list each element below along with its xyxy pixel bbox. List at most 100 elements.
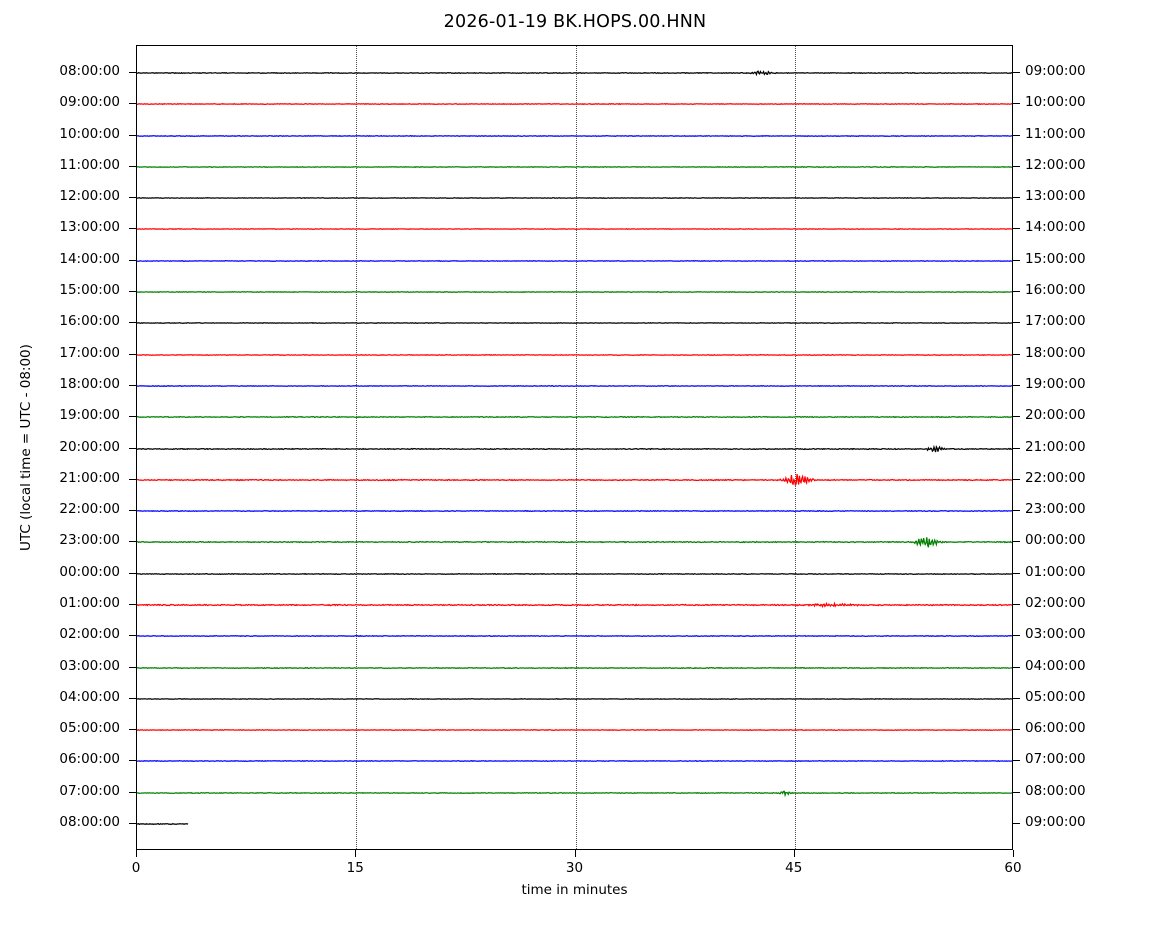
y-tick-label-left: 21:00:00	[59, 469, 120, 486]
seismic-trace	[137, 229, 1012, 230]
y-tick-right	[1013, 103, 1020, 105]
y-tick-left	[129, 103, 136, 105]
y-tick-right	[1013, 510, 1020, 512]
trace-row	[137, 404, 1012, 430]
y-tick-left	[129, 384, 136, 386]
y-tick-label-left: 16:00:00	[59, 313, 120, 330]
y-tick-right	[1013, 478, 1020, 480]
trace-row	[137, 248, 1012, 274]
y-tick-label-right: 09:00:00	[1025, 63, 1086, 79]
y-tick-label-right: 11:00:00	[1025, 125, 1086, 142]
y-tick-right	[1013, 72, 1020, 73]
seismic-trace	[137, 824, 188, 825]
trace-row	[137, 623, 1012, 649]
y-tick-label-left: 01:00:00	[59, 594, 120, 611]
seismic-trace	[137, 260, 1012, 261]
y-tick-label-left: 06:00:00	[59, 751, 120, 768]
plot-area	[136, 45, 1013, 850]
y-tick-right	[1013, 823, 1020, 824]
y-tick-left	[129, 603, 136, 605]
y-tick-label-right: 04:00:00	[1025, 657, 1086, 674]
y-tick-right	[1013, 760, 1020, 762]
seismic-trace	[137, 730, 1012, 731]
x-tick	[136, 850, 137, 857]
y-tick-label-right: 18:00:00	[1025, 344, 1086, 361]
gridline-45min	[794, 46, 796, 849]
y-tick-left	[129, 322, 136, 324]
y-tick-label-left: 07:00:00	[59, 782, 120, 799]
y-tick-label-right: 22:00:00	[1025, 469, 1086, 486]
y-tick-label-right: 21:00:00	[1025, 438, 1086, 455]
y-tick-label-left: 03:00:00	[59, 657, 120, 674]
trace-row	[137, 279, 1012, 305]
y-tick-label-right: 05:00:00	[1025, 688, 1086, 705]
y-tick-label-left: 09:00:00	[59, 94, 120, 111]
trace-row	[137, 467, 1012, 493]
y-tick-left	[129, 541, 136, 543]
y-tick-left	[129, 760, 136, 762]
y-tick-left	[129, 635, 136, 637]
y-tick-label-right: 01:00:00	[1025, 563, 1086, 580]
y-tick-left	[129, 666, 136, 668]
y-tick-label-right: 07:00:00	[1025, 751, 1086, 768]
x-tick-label: 30	[565, 860, 584, 876]
y-tick-label-right: 06:00:00	[1025, 720, 1086, 737]
seismic-trace	[137, 636, 1012, 637]
y-tick-right	[1013, 228, 1020, 230]
x-axis-title: time in minutes	[521, 882, 628, 898]
x-tick	[793, 850, 795, 857]
y-tick-left	[129, 478, 136, 480]
y-tick-left	[129, 259, 136, 261]
y-tick-left	[129, 729, 136, 731]
y-tick-left	[129, 228, 136, 230]
x-tick-label: 0	[131, 860, 141, 876]
y-tick-label-left: 22:00:00	[59, 501, 120, 518]
y-tick-label-left: 14:00:00	[59, 250, 120, 267]
trace-row	[137, 60, 1012, 86]
y-tick-left	[129, 416, 136, 418]
trace-row	[137, 529, 1012, 555]
y-tick-right	[1013, 322, 1020, 324]
y-tick-right	[1013, 697, 1020, 699]
y-tick-right	[1013, 572, 1020, 574]
trace-row	[137, 436, 1012, 462]
y-tick-left	[129, 165, 136, 167]
x-tick	[574, 850, 576, 857]
y-tick-left	[129, 291, 136, 293]
seismic-trace	[137, 538, 1012, 548]
y-tick-label-left: 02:00:00	[59, 626, 120, 643]
y-tick-right	[1013, 635, 1020, 637]
y-tick-label-left: 12:00:00	[59, 188, 120, 205]
x-tick-label: 45	[785, 860, 803, 876]
trace-row	[137, 123, 1012, 149]
trace-row	[137, 216, 1012, 242]
seismic-trace	[137, 198, 1012, 199]
y-tick-left	[129, 353, 136, 355]
trace-row	[137, 686, 1012, 712]
trace-row	[137, 748, 1012, 774]
y-tick-label-left: 23:00:00	[59, 532, 120, 549]
y-tick-right	[1013, 291, 1020, 293]
y-tick-right	[1013, 259, 1020, 261]
seismic-trace	[137, 474, 1012, 485]
x-tick	[1013, 850, 1014, 857]
seismic-trace	[137, 167, 1012, 168]
seismic-trace	[137, 104, 1012, 105]
y-tick-label-right: 15:00:00	[1025, 250, 1086, 267]
y-tick-label-left: 11:00:00	[59, 156, 120, 173]
seismic-trace	[137, 386, 1012, 387]
y-tick-right	[1013, 165, 1020, 167]
trace-row	[137, 717, 1012, 743]
y-tick-label-right: 16:00:00	[1025, 282, 1086, 299]
seismic-trace	[137, 573, 1012, 574]
y-tick-right	[1013, 729, 1020, 731]
y-tick-label-left: 13:00:00	[59, 219, 120, 236]
trace-row	[137, 811, 1012, 837]
x-tick-label: 15	[346, 860, 364, 876]
y-tick-label-left: 00:00:00	[59, 563, 120, 580]
trace-row	[137, 373, 1012, 399]
seismic-trace	[137, 135, 1012, 136]
y-tick-label-right: 09:00:00	[1025, 814, 1086, 830]
y-tick-left	[129, 823, 136, 824]
